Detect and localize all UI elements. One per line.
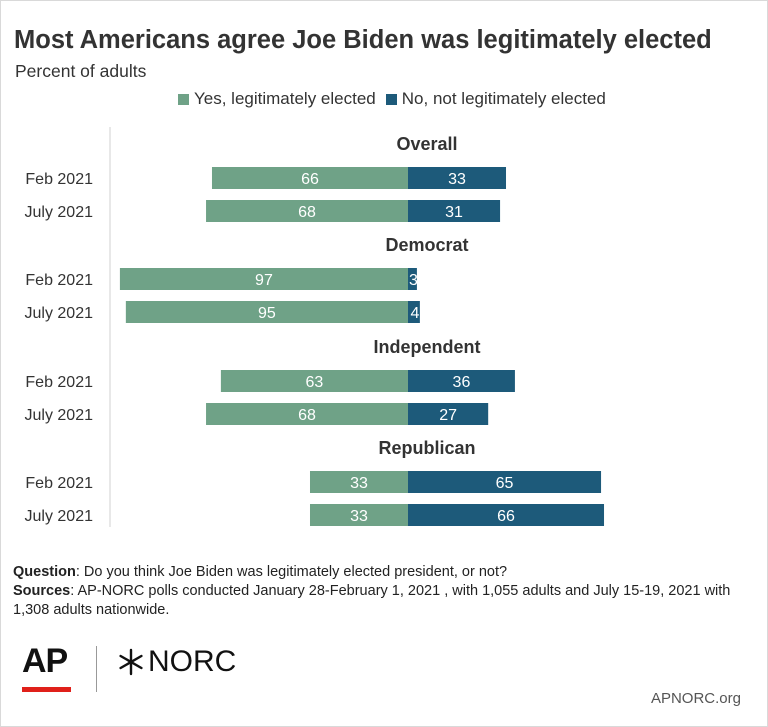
chart-subtitle: Percent of adults xyxy=(15,61,147,81)
legend-swatch-yes xyxy=(178,93,189,105)
data-label-no: 27 xyxy=(439,407,457,424)
legend-item-no: No, not legitimately elected xyxy=(385,89,606,109)
data-label-no: 33 xyxy=(448,171,466,188)
question-text: : Do you think Joe Biden was legitimatel… xyxy=(75,564,508,580)
row-label: Feb 2021 xyxy=(25,374,93,391)
data-label-yes: 97 xyxy=(255,272,273,289)
data-label-no: 36 xyxy=(453,374,471,391)
question-line: Question: Do you think Joe Biden was leg… xyxy=(13,563,753,582)
bar-no xyxy=(408,301,420,323)
bar-no xyxy=(408,268,417,290)
row-label: Feb 2021 xyxy=(25,475,93,492)
bar-yes xyxy=(309,504,408,526)
row-label: July 2021 xyxy=(25,407,94,424)
group-label: Democrat xyxy=(385,235,468,255)
footer-note: Question: Do you think Joe Biden was leg… xyxy=(13,563,753,620)
chart-title: Most Americans agree Joe Biden was legit… xyxy=(14,26,712,54)
bar-no xyxy=(408,471,602,493)
row-label: Feb 2021 xyxy=(25,171,93,188)
data-label-yes: 33 xyxy=(350,475,368,492)
group-label: Overall xyxy=(396,134,457,154)
bar-yes xyxy=(119,268,408,290)
norc-logo: NORC xyxy=(116,645,236,679)
row-label: July 2021 xyxy=(25,508,94,525)
data-label-yes: 68 xyxy=(298,407,316,424)
data-label-no: 3 xyxy=(409,272,418,289)
row-label: Feb 2021 xyxy=(25,272,93,289)
bar-no xyxy=(408,167,507,189)
legend-label-yes: Yes, legitimately elected xyxy=(194,89,376,108)
norc-logo-text: NORC xyxy=(148,645,237,678)
data-label-no: 4 xyxy=(410,305,419,322)
norc-star-icon xyxy=(119,648,143,676)
data-label-no: 65 xyxy=(496,475,514,492)
legend-label-no: No, not legitimately elected xyxy=(401,89,606,108)
bar-yes xyxy=(125,301,408,323)
data-label-yes: 63 xyxy=(306,374,324,391)
data-label-yes: 33 xyxy=(350,508,368,525)
data-label-yes: 68 xyxy=(298,204,316,221)
sources-text: : AP-NORC polls conducted January 28-Feb… xyxy=(13,583,731,618)
row-label: July 2021 xyxy=(25,204,94,221)
bar-no xyxy=(408,403,489,425)
question-label: Question xyxy=(13,564,76,580)
legend-item-yes: Yes, legitimately elected xyxy=(178,89,376,109)
group-label: Republican xyxy=(378,438,475,458)
bar-no xyxy=(408,504,605,526)
legend-swatch-no xyxy=(385,93,397,105)
bar-yes xyxy=(211,167,408,189)
sources-line: Sources: AP-NORC polls conducted January… xyxy=(13,582,753,620)
sources-label: Sources xyxy=(13,583,71,599)
bar-yes xyxy=(206,403,408,425)
bar-yes xyxy=(309,471,408,493)
group-label: Independent xyxy=(374,337,481,357)
data-label-no: 66 xyxy=(497,508,515,525)
data-label-no: 31 xyxy=(445,204,463,221)
bar-no xyxy=(408,370,515,392)
row-label: July 2021 xyxy=(25,305,94,322)
bar-yes xyxy=(206,200,408,222)
data-label-yes: 95 xyxy=(258,305,276,322)
bar-yes xyxy=(220,370,408,392)
ap-logo: AP xyxy=(22,642,68,680)
bar-chart: Overall Feb 2021 66 33 July 2021 68 31 Democrat… xyxy=(25,127,605,527)
ap-logo-underline xyxy=(22,687,71,692)
data-label-yes: 66 xyxy=(301,171,319,188)
bar-no xyxy=(408,200,501,222)
logo-divider xyxy=(96,646,97,692)
legend: Yes, legitimately elected No, not legiti… xyxy=(178,89,616,109)
site-url: APNORC.org xyxy=(650,690,741,707)
